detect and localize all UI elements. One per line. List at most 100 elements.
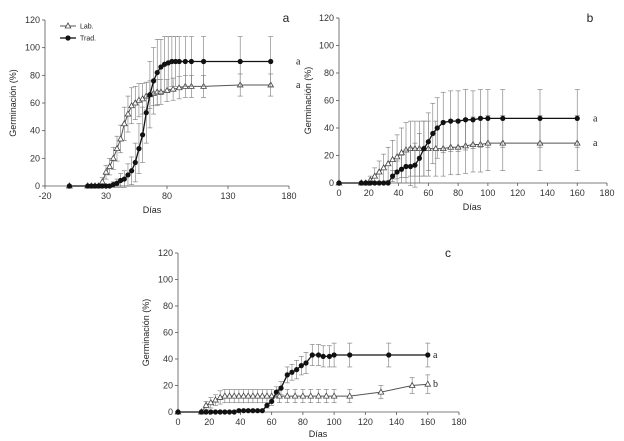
data-point-circle xyxy=(574,115,580,121)
data-point-circle xyxy=(537,115,543,121)
data-point-circle xyxy=(236,408,242,414)
significance-label: a xyxy=(296,80,301,91)
x-tick-label: 80 xyxy=(453,188,463,198)
data-point-circle xyxy=(315,352,322,358)
data-point-circle xyxy=(385,180,391,186)
data-point-circle xyxy=(217,409,223,415)
data-point-circle xyxy=(169,58,175,65)
data-point-triangle xyxy=(117,135,125,142)
data-point-circle xyxy=(485,115,491,121)
data-point-circle xyxy=(222,409,228,415)
data-point-circle xyxy=(386,352,392,358)
data-point-circle xyxy=(121,176,127,182)
y-tick-label: 100 xyxy=(319,41,334,51)
data-point-circle xyxy=(425,139,431,145)
data-point-triangle xyxy=(283,392,291,399)
x-tick-label: 140 xyxy=(389,417,404,427)
data-point-circle xyxy=(336,180,342,186)
data-point-circle xyxy=(226,409,233,415)
data-point-triangle xyxy=(226,392,233,399)
x-tick-label: 140 xyxy=(540,188,555,198)
x-axis-label: Días xyxy=(309,429,328,439)
data-point-circle xyxy=(278,385,284,391)
data-point-circle xyxy=(114,180,120,186)
data-point-triangle xyxy=(120,119,128,127)
y-tick-label: 40 xyxy=(30,126,40,136)
series-lab: a xyxy=(65,73,301,189)
x-tick-label: 80 xyxy=(298,417,308,427)
panel-label: c xyxy=(445,246,451,260)
data-point-circle xyxy=(129,168,135,174)
y-tick-label: 80 xyxy=(163,301,173,311)
data-point-triangle xyxy=(299,392,307,399)
data-point-triangle xyxy=(330,392,338,399)
data-point-circle xyxy=(381,180,387,186)
data-point-circle xyxy=(347,352,353,358)
x-tick-label: 60 xyxy=(423,188,433,198)
x-tick-label: 180 xyxy=(451,417,466,427)
data-point-circle xyxy=(372,180,378,186)
data-point-circle xyxy=(198,409,205,415)
y-tick-label: 20 xyxy=(163,381,173,391)
data-point-circle xyxy=(398,166,405,172)
y-tick-label: 120 xyxy=(319,13,334,23)
data-point-circle xyxy=(358,180,364,186)
data-point-triangle xyxy=(240,392,248,399)
x-tick-label: 180 xyxy=(599,188,614,198)
y-tick-label: 120 xyxy=(25,15,40,25)
data-point-triangle xyxy=(113,144,121,152)
x-tick-label: 180 xyxy=(281,191,296,201)
x-tick-label: 40 xyxy=(235,417,245,427)
data-point-circle xyxy=(309,352,315,358)
y-axis-label: Germinación (%) xyxy=(8,69,18,137)
data-point-triangle xyxy=(175,83,183,91)
data-point-circle xyxy=(231,409,237,415)
x-axis-label: Días xyxy=(463,202,482,212)
data-point-circle xyxy=(99,183,105,189)
y-tick-label: 0 xyxy=(329,178,334,188)
data-point-triangle xyxy=(377,388,385,395)
legend: Lab. Trad. xyxy=(60,22,96,43)
data-point-triangle xyxy=(102,168,110,175)
y-tick-label: 20 xyxy=(30,153,40,163)
data-point-triangle xyxy=(275,392,283,399)
y-tick-label: 80 xyxy=(30,70,40,80)
x-tick-label: 120 xyxy=(510,188,525,198)
data-point-triangle xyxy=(307,392,315,399)
data-point-circle xyxy=(143,110,149,116)
data-point-circle xyxy=(407,163,414,170)
data-point-circle xyxy=(66,183,72,189)
data-point-triangle xyxy=(315,392,322,399)
legend-marker-lab xyxy=(64,22,72,29)
data-point-circle xyxy=(403,163,409,170)
x-tick-label: 20 xyxy=(204,417,214,427)
y-tick-label: 120 xyxy=(158,248,173,258)
data-point-triangle xyxy=(424,380,432,387)
data-point-circle xyxy=(250,408,256,414)
data-point-triangle xyxy=(384,159,392,167)
data-point-circle xyxy=(284,372,290,378)
data-point-circle xyxy=(132,159,138,166)
data-point-triangle xyxy=(258,392,266,399)
data-point-circle xyxy=(245,408,251,414)
y-tick-label: 100 xyxy=(158,275,173,285)
x-tick-label: 100 xyxy=(327,417,342,427)
data-point-triangle xyxy=(393,153,401,160)
y-tick-label: 40 xyxy=(324,123,334,133)
data-point-circle xyxy=(268,58,274,65)
data-point-circle xyxy=(303,360,309,366)
data-point-circle xyxy=(269,398,275,404)
data-point-triangle xyxy=(322,392,330,399)
data-point-circle xyxy=(237,58,243,65)
data-point-triangle xyxy=(408,381,416,388)
x-axis-label: Días xyxy=(143,205,162,215)
data-point-triangle xyxy=(244,392,252,399)
data-point-triangle xyxy=(291,392,299,399)
y-axis-label: Germinación (%) xyxy=(141,299,151,367)
series-lab: b xyxy=(174,374,438,415)
series-trad: a xyxy=(175,342,438,415)
data-point-circle xyxy=(376,180,382,186)
data-point-circle xyxy=(255,408,261,414)
legend-marker-trad xyxy=(65,35,71,41)
x-tick-label: 130 xyxy=(220,191,235,201)
